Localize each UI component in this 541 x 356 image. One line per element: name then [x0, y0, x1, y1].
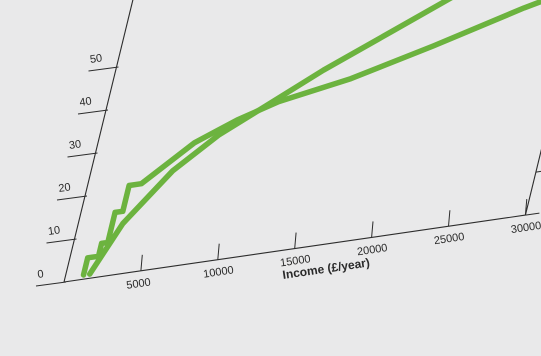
x-tick-label: 5000 — [126, 276, 152, 291]
y-tick-label: 40 — [79, 95, 93, 109]
y-tick-label: 0 — [37, 268, 45, 281]
y-tick-mark — [88, 66, 119, 72]
y-tick-label: 30 — [68, 138, 82, 152]
y-tick-label: 10 — [47, 224, 61, 238]
y-tick-mark — [46, 238, 77, 244]
y-tick-mark — [56, 195, 88, 201]
x-tick-mark — [371, 221, 374, 238]
x-tick-mark — [448, 210, 451, 227]
x-tick-label: 20000 — [356, 242, 388, 258]
series-line-2 — [86, 0, 453, 277]
x-tick-mark — [294, 232, 297, 249]
right-tick-mark — [535, 170, 541, 173]
right-axis-line — [524, 148, 541, 216]
x-tick-label: 25000 — [433, 231, 465, 247]
series-line-1 — [80, 0, 541, 278]
y-tick-mark — [35, 281, 67, 287]
y-tick-mark — [67, 152, 98, 158]
right-tick-mark — [525, 212, 540, 216]
x-tick-mark — [217, 243, 220, 260]
y-tick-mark — [77, 109, 109, 115]
series-group — [80, 0, 541, 278]
x-tick-label: 30000 — [510, 220, 541, 236]
y-tick-label: 50 — [89, 52, 103, 66]
x-tick-label: 10000 — [203, 264, 235, 280]
ticks: 0 10 20 30 40 50 5000 10000 15000 20000 25000 30000 — [35, 52, 541, 292]
x-tick-mark — [524, 199, 528, 216]
y-axis-line — [63, 0, 134, 283]
plot-area: 0 10 20 30 40 50 5000 10000 15000 20000 25000 30000 — [35, 0, 541, 292]
x-tick-mark — [140, 254, 143, 271]
y-tick-label: 20 — [58, 181, 72, 195]
x-tick-label: 15000 — [279, 253, 311, 269]
